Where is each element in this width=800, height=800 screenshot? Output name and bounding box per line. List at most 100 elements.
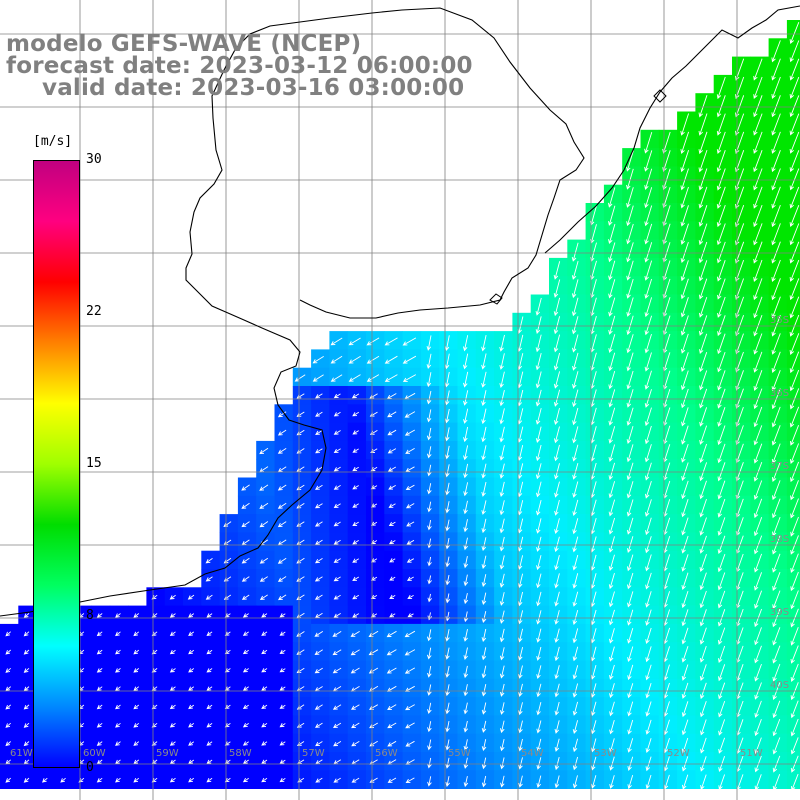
wind-arrow (388, 485, 396, 490)
wind-arrow (771, 168, 781, 191)
wind-arrow (427, 757, 432, 769)
wind-arrow (771, 259, 781, 282)
wind-cell (786, 477, 800, 497)
wind-arrow (554, 683, 560, 698)
colorbar-tick-0: 0 (86, 760, 94, 775)
wind-arrow (333, 539, 341, 545)
wind-arrow (717, 590, 726, 609)
wind-arrow (296, 448, 305, 454)
wind-arrow (462, 335, 469, 352)
wind-arrow (404, 429, 416, 436)
wind-arrow (626, 352, 634, 372)
wind-arrow (535, 297, 542, 316)
wind-arrow (261, 777, 268, 783)
wind-arrow (427, 520, 432, 531)
wind-arrow (662, 150, 671, 173)
wind-arrow (445, 501, 450, 514)
wind-arrow (445, 721, 450, 733)
wind-arrow (351, 741, 360, 747)
wind-arrow (481, 775, 487, 788)
wind-arrow (169, 668, 176, 673)
wind-arrow (772, 627, 781, 646)
wind-arrow (402, 355, 417, 364)
wind-arrow (279, 668, 286, 673)
wind-arrow (554, 573, 560, 589)
wind-arrow (609, 683, 615, 699)
wind-arrow (499, 500, 505, 516)
wind-arrow (644, 297, 653, 318)
wind-arrow (790, 718, 799, 737)
wind-arrow (518, 702, 523, 716)
wind-arrow (369, 722, 379, 729)
wind-arrow (481, 665, 487, 679)
wind-arrow (735, 351, 744, 373)
wind-arrow (463, 445, 469, 461)
wind-arrow (645, 554, 652, 572)
wind-arrow (790, 645, 799, 664)
wind-arrow (518, 683, 523, 698)
wind-cell (786, 569, 800, 588)
wind-arrow (499, 720, 505, 734)
wind-arrow (206, 686, 213, 691)
wind-arrow (536, 665, 542, 680)
wind-arrow (735, 259, 745, 282)
wind-arrow (115, 741, 121, 746)
wind-arrow (402, 374, 417, 382)
wind-arrow (315, 393, 323, 399)
wind-arrow (445, 665, 450, 678)
wind-arrow (259, 447, 269, 455)
wind-arrow (426, 409, 432, 423)
wind-arrow (463, 593, 469, 605)
wind-arrow (314, 667, 323, 674)
lon-label: 56W (375, 748, 398, 759)
wind-arrow (772, 700, 781, 719)
wind-arrow (681, 572, 689, 590)
wind-arrow (645, 517, 652, 536)
wind-arrow (789, 131, 800, 154)
wind-arrow (499, 445, 505, 461)
wind-cell (786, 770, 800, 789)
wind-arrow (627, 664, 634, 681)
wind-arrow (518, 665, 523, 679)
wind-arrow (772, 590, 781, 610)
wind-arrow (169, 649, 176, 655)
wind-arrow (553, 297, 561, 317)
wind-arrow (242, 741, 249, 746)
wind-arrow (590, 609, 597, 626)
wind-arrow (518, 775, 523, 788)
wind-arrow (626, 425, 634, 444)
wind-arrow (296, 631, 305, 637)
wind-arrow (553, 316, 561, 335)
wind-arrow (627, 609, 634, 626)
wind-arrow (463, 776, 469, 788)
wind-arrow (296, 557, 305, 564)
wind-arrow (626, 407, 634, 426)
wind-arrow (481, 537, 487, 552)
wind-arrow (626, 444, 634, 463)
wind-arrow (644, 260, 653, 281)
wind-arrow (572, 518, 579, 535)
lat-label: 40S (770, 680, 790, 691)
wind-arrow (699, 609, 707, 627)
wind-arrow (169, 613, 176, 618)
wind-arrow (518, 628, 524, 643)
wind-arrow (333, 594, 341, 600)
wind-arrow (445, 757, 450, 769)
wind-arrow (608, 536, 615, 553)
wind-arrow (698, 95, 708, 118)
wind-arrow (402, 337, 417, 346)
wind-arrow (608, 462, 616, 481)
wind-arrow (717, 462, 726, 482)
wind-arrow (384, 374, 398, 382)
wind-arrow (626, 223, 634, 245)
wind-arrow (717, 296, 726, 318)
wind-arrow (626, 462, 634, 481)
wind-arrow (169, 686, 176, 691)
wind-arrow (296, 466, 305, 472)
wind-arrow (609, 719, 615, 735)
wind-arrow (608, 517, 616, 535)
wind-arrow (790, 553, 799, 573)
wind-arrow (405, 503, 415, 509)
wind-arrow (315, 558, 323, 564)
wind-arrow (735, 370, 744, 391)
